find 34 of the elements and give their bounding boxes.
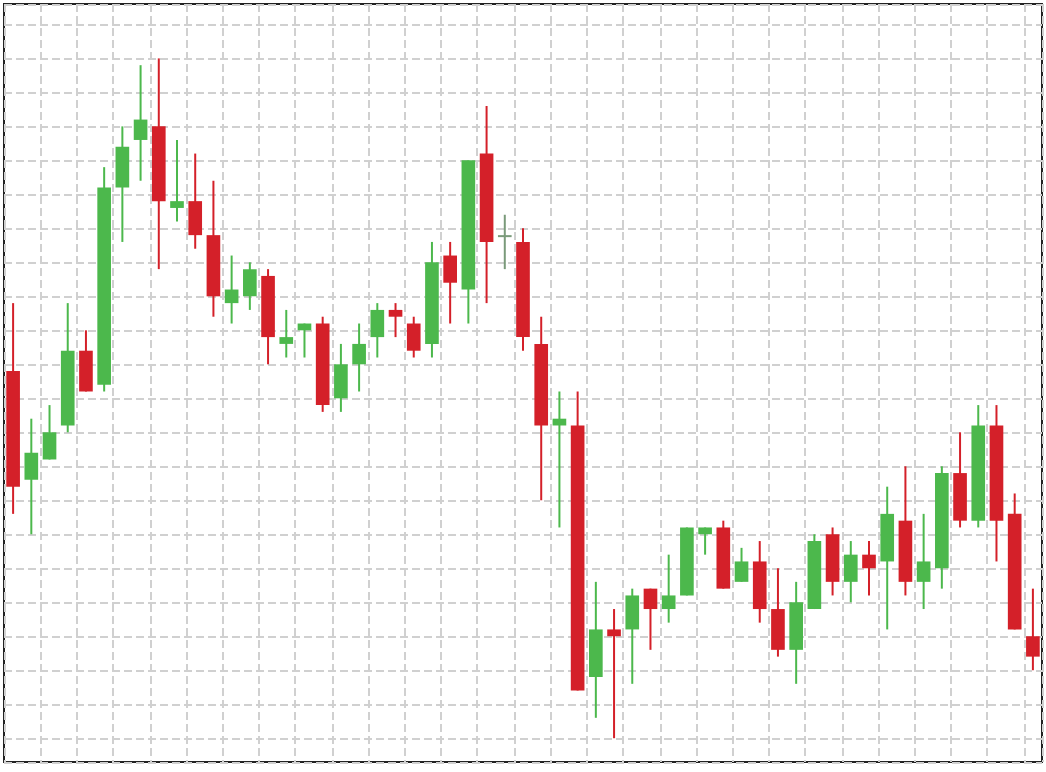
candlestick [625,587,640,685]
candlestick [862,540,876,597]
candlestick [771,567,785,658]
candlestick [334,342,348,413]
candlestick [79,329,93,393]
candlestick [224,254,239,325]
candlestick [916,512,931,611]
candlestick [825,526,840,597]
candlestick [406,315,421,359]
candlestick [24,417,39,536]
candlestick [279,308,294,359]
candlestick [443,240,457,325]
candlestick [880,485,895,631]
candlestick [698,526,712,556]
candlestick [789,580,803,685]
candlestick [370,302,385,359]
candlestick [115,125,130,243]
candlestick [188,152,203,250]
candlestick [497,213,512,271]
candlestick [843,540,858,604]
candlestick [953,431,967,529]
candlestick [1026,587,1040,672]
candlestick [243,261,257,311]
candlestick [388,302,403,339]
candlestick [42,404,57,461]
candlestick [661,553,676,624]
candlestick [607,608,621,740]
candlestick [734,546,749,583]
candlestick [352,322,366,393]
candlestick [170,138,184,223]
candlestick [752,540,767,624]
candlestick [643,587,658,651]
candlestick [133,64,148,182]
candlestick [589,580,603,719]
